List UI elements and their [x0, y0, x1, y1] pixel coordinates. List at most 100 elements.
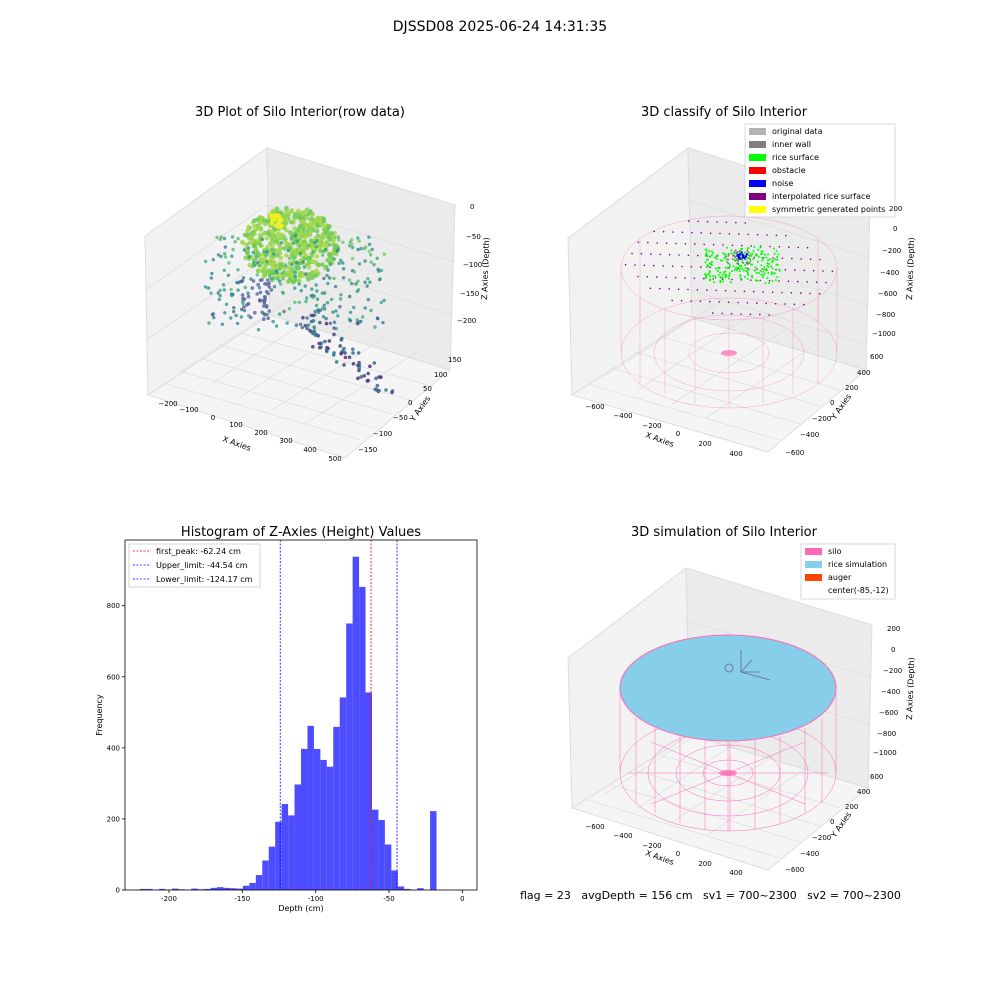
histogram-bar — [326, 766, 334, 890]
raw-point — [332, 257, 336, 261]
raw-point — [274, 324, 279, 328]
rice-surface-point — [730, 252, 733, 255]
rice-surface-point — [724, 270, 727, 273]
rice-surface-point — [741, 247, 744, 250]
histogram-x-tick-label: -200 — [161, 895, 177, 903]
rice-surface-point — [763, 266, 766, 269]
raw-point — [326, 281, 330, 286]
raw-point — [280, 276, 286, 281]
histogram-title: Histogram of Z-Axies (Height) Values — [181, 525, 421, 540]
raw-point — [375, 383, 380, 388]
interpolated-point — [665, 242, 668, 244]
raw-x-tick: 100 — [229, 421, 242, 429]
interpolated-point — [691, 231, 693, 234]
figure-title: DJSSD08 2025-06-24 14:31:35 — [393, 19, 607, 35]
raw-point — [216, 291, 220, 295]
raw-point — [255, 261, 260, 265]
interpolated-point — [649, 287, 652, 290]
raw-point — [348, 294, 352, 299]
raw-point — [363, 259, 367, 263]
raw-point — [362, 374, 367, 378]
raw-point — [242, 232, 248, 238]
histogram-bar — [359, 586, 366, 890]
rice-surface-point — [738, 270, 741, 273]
interpolated-point — [680, 299, 683, 302]
raw-point — [299, 219, 304, 224]
rice-surface-point — [713, 281, 716, 284]
rice-surface-point — [709, 278, 712, 281]
noise-point — [741, 256, 744, 259]
raw-point — [313, 241, 317, 245]
raw-point — [231, 247, 235, 252]
raw-point — [298, 251, 302, 256]
raw-z-tick: −150 — [460, 290, 479, 298]
raw-point — [247, 255, 251, 259]
rice-surface-point — [708, 271, 711, 274]
histogram-bars — [139, 556, 437, 890]
interpolated-point — [718, 301, 720, 303]
rice-surface-point — [732, 252, 735, 255]
raw-3d-z-ticks: 0 −50 −100 −150 −200 — [457, 203, 482, 325]
raw-point — [246, 224, 251, 230]
raw-point — [326, 268, 330, 272]
rice-surface-point — [753, 269, 756, 272]
raw-point — [324, 321, 329, 326]
interpolated-point — [694, 243, 696, 245]
rice-surface-point — [773, 252, 776, 255]
classify-y-tick: 600 — [870, 353, 883, 361]
raw-point — [376, 267, 380, 272]
raw-point — [339, 337, 344, 342]
raw-point — [235, 321, 240, 326]
interpolated-point — [790, 292, 793, 294]
rice-surface-point — [770, 271, 773, 274]
rice-surface-point — [752, 250, 755, 253]
raw-point — [313, 217, 318, 223]
legend-label: interpolated rice surface — [772, 192, 870, 201]
raw-point — [260, 310, 264, 315]
raw-point — [223, 245, 228, 249]
raw-point — [271, 319, 275, 324]
rice-surface-point — [729, 281, 732, 284]
raw-point — [356, 236, 360, 240]
rice-surface-point — [724, 266, 727, 269]
interpolated-point — [728, 233, 731, 235]
simulation-x-tick: 400 — [729, 869, 742, 877]
raw-point — [327, 339, 332, 343]
histogram-bar — [404, 888, 411, 890]
raw-point — [252, 260, 256, 264]
raw-point — [252, 243, 257, 248]
rice-surface-point — [724, 253, 727, 256]
raw-point — [331, 237, 337, 243]
rice-surface-point — [730, 249, 733, 252]
rice-surface-point — [776, 276, 779, 278]
raw-point — [300, 248, 306, 254]
raw-point — [223, 255, 228, 259]
rice-surface-point — [715, 257, 718, 260]
raw-point — [251, 224, 257, 229]
raw-point — [318, 237, 324, 242]
rice-surface-point — [775, 279, 777, 282]
raw-point — [262, 304, 266, 308]
raw-point — [308, 238, 314, 243]
classify-y-ticks: −600 −400 −200 0 200 400 600 — [785, 353, 883, 457]
raw-point — [261, 269, 266, 275]
raw-point — [296, 208, 301, 214]
raw-point — [291, 279, 296, 285]
interpolated-point — [719, 232, 721, 235]
raw-point — [322, 276, 326, 281]
interpolated-point — [721, 278, 724, 281]
raw-point — [322, 303, 326, 307]
inner-wall-point — [746, 249, 749, 252]
rice-surface-point — [740, 264, 743, 267]
raw-point — [305, 316, 309, 320]
histogram-bar — [307, 725, 314, 890]
raw-point — [355, 318, 359, 322]
raw-point — [256, 328, 261, 332]
raw-point — [226, 273, 231, 277]
rice-surface-point — [709, 263, 712, 266]
interpolated-point — [737, 301, 739, 304]
raw-point — [390, 390, 394, 395]
inner-wall-point — [733, 251, 736, 253]
raw-point — [319, 345, 323, 349]
histogram-y-tick-label: 0 — [116, 887, 120, 895]
